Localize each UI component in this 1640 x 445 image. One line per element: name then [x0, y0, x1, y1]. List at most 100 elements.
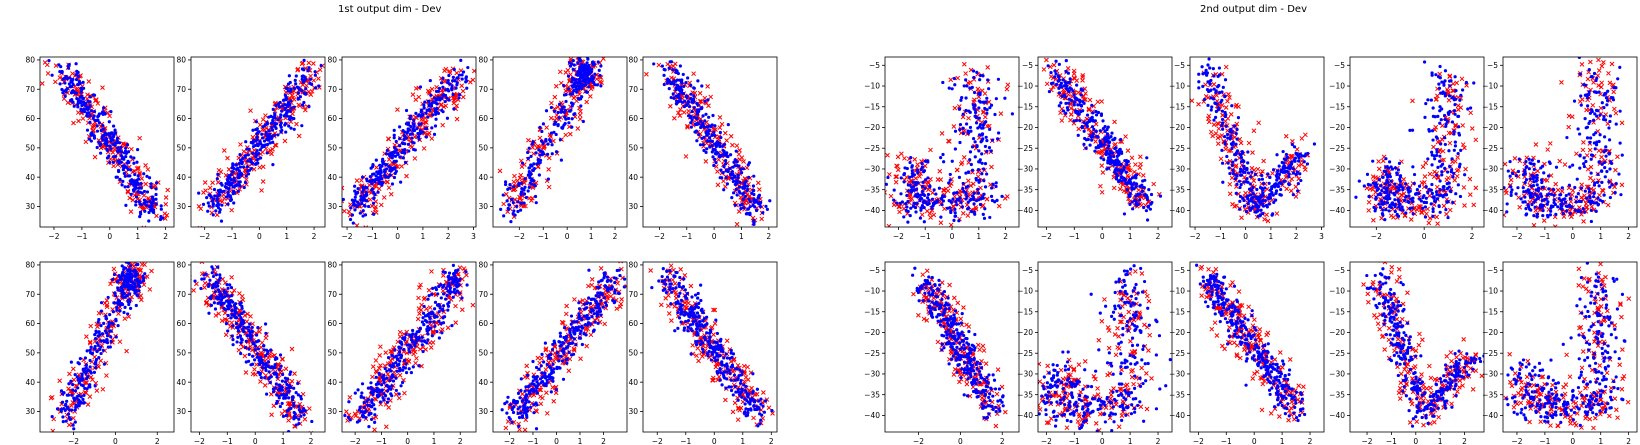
blue-dot-marker — [94, 365, 98, 370]
blue-dot-marker — [230, 308, 234, 313]
red-x-marker — [342, 208, 347, 214]
red-x-marker — [705, 83, 711, 89]
blue-dot-marker — [390, 373, 395, 377]
blue-dot-marker — [239, 301, 243, 305]
y-tick-label: 50 — [25, 348, 35, 357]
red-x-marker — [551, 138, 556, 144]
blue-dot-marker — [358, 405, 362, 409]
blue-dot-marker — [142, 201, 147, 206]
x-tick-label: 0 — [554, 437, 559, 445]
blue-dot-marker — [126, 288, 131, 292]
red-x-marker — [460, 88, 466, 94]
blue-dot-marker — [271, 118, 275, 123]
blue-dot-marker — [145, 200, 149, 204]
red-x-marker — [577, 116, 583, 122]
blue-dot-marker — [734, 179, 738, 183]
blue-dot-marker — [366, 397, 370, 401]
blue-dot-marker — [294, 82, 298, 86]
blue-dot-marker — [582, 64, 586, 68]
red-x-marker — [563, 132, 569, 138]
red-x-marker — [524, 363, 530, 369]
blue-dot-marker — [393, 171, 397, 175]
blue-dot-marker — [142, 172, 146, 176]
blue-dot-marker — [666, 78, 670, 82]
blue-dot-marker — [218, 273, 222, 277]
red-x-marker — [443, 66, 449, 72]
red-x-marker — [87, 394, 93, 399]
blue-dot-marker — [610, 286, 614, 290]
blue-dot-marker — [418, 132, 422, 136]
blue-dot-marker — [249, 363, 253, 367]
blue-dot-marker — [118, 148, 122, 153]
blue-dot-marker — [264, 348, 269, 352]
blue-dot-marker — [562, 105, 566, 109]
blue-dot-marker — [74, 77, 79, 82]
blue-dot-marker — [361, 188, 366, 192]
blue-dot-marker — [456, 268, 460, 272]
red-x-marker — [543, 347, 549, 353]
blue-dot-marker — [242, 310, 246, 314]
blue-dot-marker — [541, 122, 546, 126]
blue-dot-marker — [109, 147, 113, 151]
red-x-marker — [421, 146, 427, 151]
y-tick-label: 70 — [25, 85, 35, 94]
blue-dot-marker — [374, 174, 378, 178]
blue-dot-marker — [593, 72, 597, 76]
blue-dot-marker — [450, 84, 454, 88]
blue-dot-marker — [450, 86, 454, 91]
red-x-marker — [251, 166, 257, 172]
blue-dot-marker — [551, 379, 555, 383]
blue-dot-marker — [582, 53, 585, 56]
blue-dot-marker — [424, 111, 428, 115]
blue-dot-marker — [69, 417, 73, 421]
blue-dot-marker — [79, 395, 83, 399]
blue-dot-marker — [217, 278, 221, 282]
blue-dot-marker — [692, 94, 696, 98]
axes-frame — [341, 56, 477, 228]
blue-dot-marker — [506, 395, 510, 399]
blue-dot-marker — [102, 127, 106, 131]
x-tick-label: 0 — [253, 437, 258, 445]
blue-dot-marker — [245, 334, 249, 338]
blue-dot-marker — [107, 132, 111, 136]
blue-dot-marker — [562, 83, 566, 88]
red-x-marker — [242, 313, 248, 318]
blue-dot-marker — [701, 142, 705, 147]
red-x-marker — [677, 113, 683, 118]
blue-dot-marker — [268, 380, 272, 385]
blue-dot-marker — [388, 368, 392, 372]
blue-dot-marker — [360, 382, 365, 386]
blue-dot-marker — [292, 410, 296, 415]
red-x-marker — [412, 134, 418, 140]
red-x-marker — [511, 179, 517, 185]
blue-dot-marker — [701, 124, 706, 128]
blue-dot-marker — [214, 209, 218, 213]
blue-dot-marker — [124, 151, 129, 156]
blue-dot-marker — [355, 204, 359, 209]
blue-dot-marker — [580, 68, 584, 72]
red-x-marker — [107, 113, 112, 119]
red-x-marker — [656, 62, 662, 68]
red-x-marker — [348, 202, 353, 207]
red-x-marker — [429, 86, 435, 92]
blue-dot-marker — [114, 319, 118, 323]
blue-dot-marker — [267, 136, 271, 140]
axes-frame — [190, 261, 326, 433]
blue-dot-marker — [707, 115, 711, 119]
blue-dot-marker — [428, 108, 432, 113]
blue-dot-marker — [287, 429, 291, 432]
blue-dot-marker — [419, 110, 423, 114]
blue-dot-marker — [455, 83, 459, 87]
blue-dot-marker — [207, 311, 211, 315]
blue-dot-marker — [84, 366, 88, 370]
blue-dot-marker — [743, 194, 748, 199]
blue-dot-marker — [529, 163, 533, 167]
blue-dot-marker — [135, 293, 139, 297]
blue-dot-marker — [435, 102, 439, 106]
blue-dot-marker — [348, 418, 352, 422]
blue-dot-marker — [224, 195, 229, 199]
blue-dot-marker — [590, 315, 594, 319]
blue-dot-marker — [538, 159, 542, 163]
blue-dot-marker — [686, 100, 691, 104]
blue-dot-marker — [313, 70, 317, 74]
